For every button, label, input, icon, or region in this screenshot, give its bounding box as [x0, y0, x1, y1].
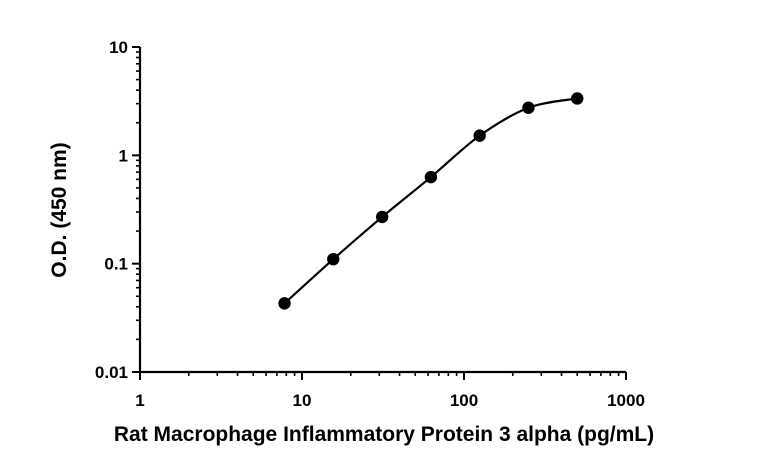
x-axis-title: Rat Macrophage Inflammatory Protein 3 al…: [114, 423, 654, 446]
fit-curve: [283, 97, 578, 305]
x-tick-label: 1000: [607, 391, 645, 410]
tick-marks: [132, 46, 627, 380]
data-point: [571, 92, 584, 105]
data-point: [522, 101, 535, 114]
data-point: [375, 210, 389, 224]
y-tick-label: 0.01: [95, 363, 128, 382]
x-tick-label: 1: [135, 391, 144, 410]
axes: [138, 47, 626, 374]
x-tick-label: 100: [450, 391, 478, 410]
x-tick-label: 10: [293, 391, 312, 410]
y-axis-title: O.D. (450 nm): [48, 142, 71, 277]
data-point: [473, 129, 486, 142]
tick-labels: 0.01 0.1 1 10 1 10 100 1000: [95, 38, 645, 410]
y-tick-label: 10: [109, 38, 128, 57]
data-point: [327, 252, 340, 266]
y-tick-label: 1: [119, 146, 128, 165]
data-points: [278, 92, 584, 310]
data-point: [278, 297, 291, 310]
y-tick-label: 0.1: [104, 255, 128, 274]
data-point: [424, 170, 438, 184]
